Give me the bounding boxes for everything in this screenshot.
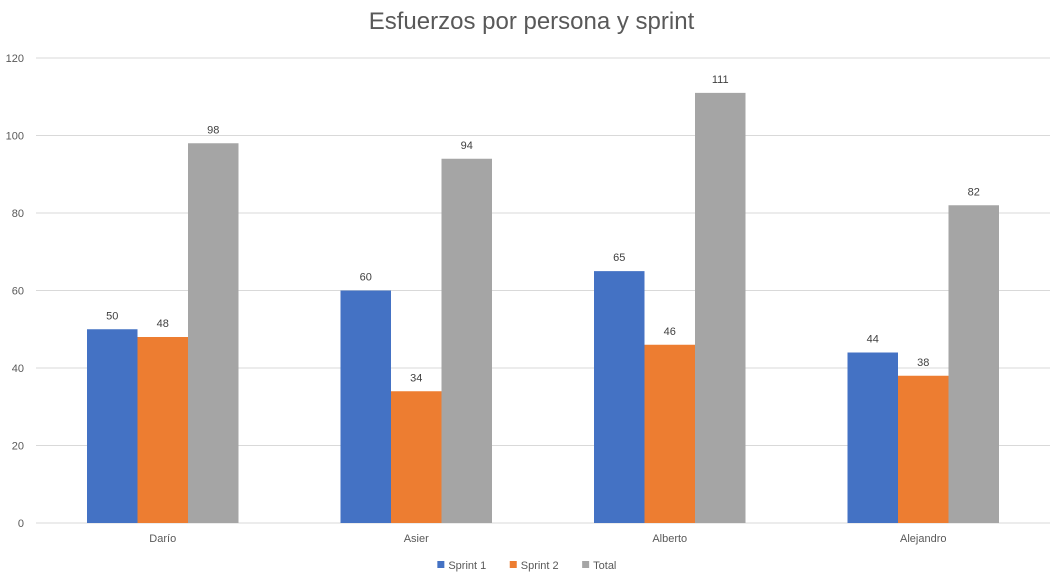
y-tick-label: 60	[12, 286, 24, 298]
bar	[695, 92, 746, 523]
x-tick-label: Alejandro	[900, 533, 946, 545]
legend-label: Sprint 1	[448, 560, 486, 572]
bar	[391, 391, 442, 523]
data-label: 38	[917, 357, 929, 369]
bar	[594, 271, 645, 523]
y-tick-label: 80	[12, 208, 24, 220]
bar	[644, 344, 695, 523]
data-label: 65	[613, 252, 625, 264]
data-label: 50	[106, 310, 118, 322]
legend-label: Total	[593, 560, 616, 572]
legend-swatch	[437, 561, 445, 568]
data-label: 60	[360, 272, 372, 284]
data-label: 46	[664, 326, 676, 338]
bar	[441, 158, 492, 523]
y-tick-label: 20	[12, 441, 24, 453]
data-label: 34	[410, 372, 422, 384]
data-label: 44	[867, 334, 879, 346]
chart-title: Esfuerzos por persona y sprint	[368, 8, 695, 35]
data-label: 98	[207, 124, 219, 136]
data-label: 48	[157, 318, 169, 330]
y-tick-label: 120	[6, 53, 24, 65]
data-label: 94	[461, 140, 473, 152]
legend-swatch	[582, 561, 590, 568]
data-label: 111	[712, 74, 729, 86]
bar	[948, 205, 999, 523]
bar	[898, 375, 949, 523]
legend-label: Sprint 2	[521, 560, 559, 572]
legend-swatch	[509, 561, 517, 568]
x-tick-label: Darío	[149, 533, 176, 545]
bar	[87, 329, 138, 523]
bar	[340, 290, 391, 523]
data-label: 82	[968, 186, 980, 198]
bar	[188, 143, 239, 523]
x-tick-label: Asier	[404, 533, 429, 545]
bar	[847, 352, 898, 523]
y-tick-label: 100	[6, 131, 24, 143]
x-tick-label: Alberto	[652, 533, 687, 545]
y-tick-label: 40	[12, 363, 24, 375]
y-tick-label: 0	[18, 518, 24, 530]
bar	[137, 337, 188, 523]
